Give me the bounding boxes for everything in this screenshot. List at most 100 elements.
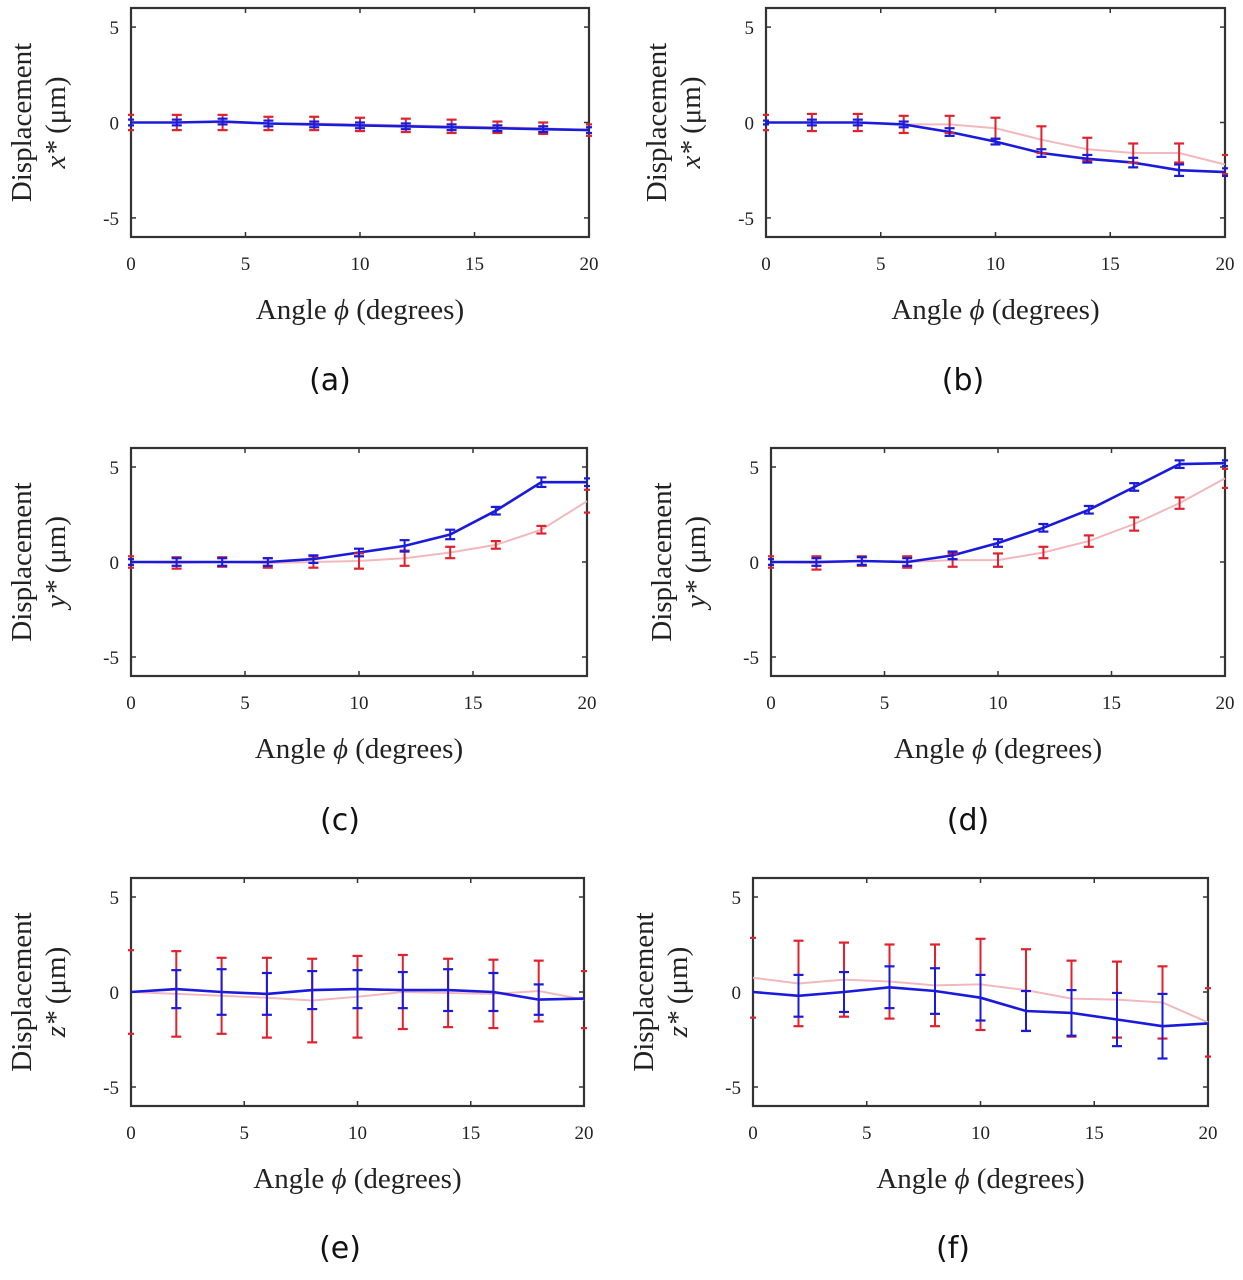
panel-label: (d) (947, 803, 989, 838)
error-bar-red (1222, 153, 1228, 176)
panel-label: (e) (319, 1231, 361, 1266)
error-bar-blue (1021, 989, 1031, 1033)
x-tick-label: 20 (578, 693, 597, 714)
x-tick-label: 0 (126, 1123, 136, 1144)
x-axis-label: Angle ϕ (degrees) (894, 733, 1102, 765)
y-tick-label: -5 (738, 209, 754, 230)
y-axis-label-variable: y* (μm) (40, 516, 72, 611)
error-bar-blue (902, 557, 913, 567)
error-bar-red (445, 545, 456, 560)
panel-label: (c) (320, 803, 360, 838)
x-tick-label: 15 (461, 1123, 480, 1144)
error-bar-blue (768, 558, 774, 566)
error-bar-blue (1038, 522, 1049, 533)
x-axis-label: Angle ϕ (degrees) (253, 1163, 461, 1195)
error-bar-red (128, 555, 134, 569)
y-tick-label: 5 (110, 458, 120, 479)
y-tick-label: -5 (103, 1078, 119, 1099)
error-bar-blue (217, 557, 228, 567)
y-tick-label: 5 (110, 18, 120, 39)
y-tick-label: 5 (745, 18, 755, 39)
error-bar-red (128, 949, 134, 1035)
x-axis-label: Angle ϕ (degrees) (256, 294, 464, 326)
error-bar-red (586, 123, 592, 137)
error-bar-blue (446, 123, 457, 132)
error-bar-red (1174, 496, 1185, 510)
y-axis-label-title: Displacement (6, 482, 38, 641)
error-bar-blue (445, 528, 456, 541)
error-bar-blue (1036, 148, 1047, 158)
error-bar-blue (1082, 153, 1093, 164)
error-bar-blue (488, 971, 499, 1013)
error-bar-red (536, 524, 547, 535)
y-tick-label: -5 (103, 209, 119, 230)
y-axis-label-title: Displacement (641, 43, 673, 202)
error-bar-red (1129, 516, 1140, 532)
error-bar-blue (492, 124, 503, 133)
y-axis-label-title: Displacement (6, 43, 38, 202)
error-bar-blue (261, 971, 272, 1016)
error-bar-blue (852, 118, 863, 127)
x-tick-label: 20 (580, 254, 599, 275)
y-axis-label-variable: z* (μm) (662, 947, 694, 1038)
x-tick-label: 5 (876, 254, 886, 275)
error-bar-blue (263, 119, 274, 128)
error-bar-blue (128, 118, 134, 127)
error-bar-red (1174, 142, 1185, 164)
error-bar-blue (400, 122, 411, 131)
error-bar-blue (993, 538, 1003, 548)
y-axis-label-title: Displacement (628, 912, 660, 1071)
error-bar-blue (898, 120, 909, 129)
error-bar-blue (947, 550, 958, 561)
error-bar-red (581, 969, 587, 1030)
error-bar-blue (1222, 459, 1228, 468)
y-tick-label: -5 (103, 648, 119, 669)
error-bar-blue (309, 120, 320, 129)
error-bar-blue (354, 547, 364, 558)
error-bar-blue (1222, 167, 1228, 178)
error-bar-blue (990, 137, 1001, 146)
x-tick-label: 10 (971, 1123, 990, 1144)
x-tick-label: 15 (1085, 1123, 1104, 1144)
x-tick-label: 5 (240, 693, 250, 714)
x-tick-label: 0 (761, 254, 771, 275)
x-tick-label: 0 (748, 1123, 758, 1144)
x-tick-label: 10 (989, 693, 1008, 714)
panel-label: (b) (942, 363, 984, 398)
error-bar-blue (839, 970, 849, 1014)
x-tick-label: 15 (464, 693, 483, 714)
y-axis-label-variable: y* (μm) (680, 516, 712, 611)
error-bar-blue (399, 539, 410, 553)
error-bar-blue (584, 477, 590, 488)
error-bar-blue (397, 970, 408, 1010)
y-axis-label-variable: x* (μm) (675, 76, 707, 169)
error-bar-blue (586, 126, 592, 135)
x-tick-label: 10 (351, 254, 370, 275)
error-bar-red (1205, 987, 1211, 1058)
error-bar-blue (307, 969, 318, 1011)
error-bar-red (750, 936, 756, 1019)
error-bar-red (1083, 534, 1094, 548)
y-tick-label: 0 (110, 983, 120, 1004)
error-bar-blue (533, 983, 544, 1016)
y-tick-label: 0 (110, 553, 120, 574)
y-tick-label: -5 (743, 648, 759, 669)
error-bar-blue (262, 557, 273, 567)
error-bar-blue (308, 554, 319, 565)
x-tick-label: 15 (1102, 693, 1121, 714)
y-tick-label: -5 (725, 1078, 741, 1099)
error-bar-blue (128, 558, 134, 566)
x-tick-label: 20 (1199, 1123, 1218, 1144)
y-tick-label: 5 (750, 458, 760, 479)
error-bar-red (763, 113, 769, 132)
error-bar-red (490, 539, 501, 550)
x-tick-label: 15 (465, 254, 484, 275)
error-bar-blue (856, 556, 867, 566)
error-bar-blue (352, 969, 363, 1010)
panel-label: (f) (936, 1231, 970, 1266)
x-tick-label: 10 (350, 693, 369, 714)
